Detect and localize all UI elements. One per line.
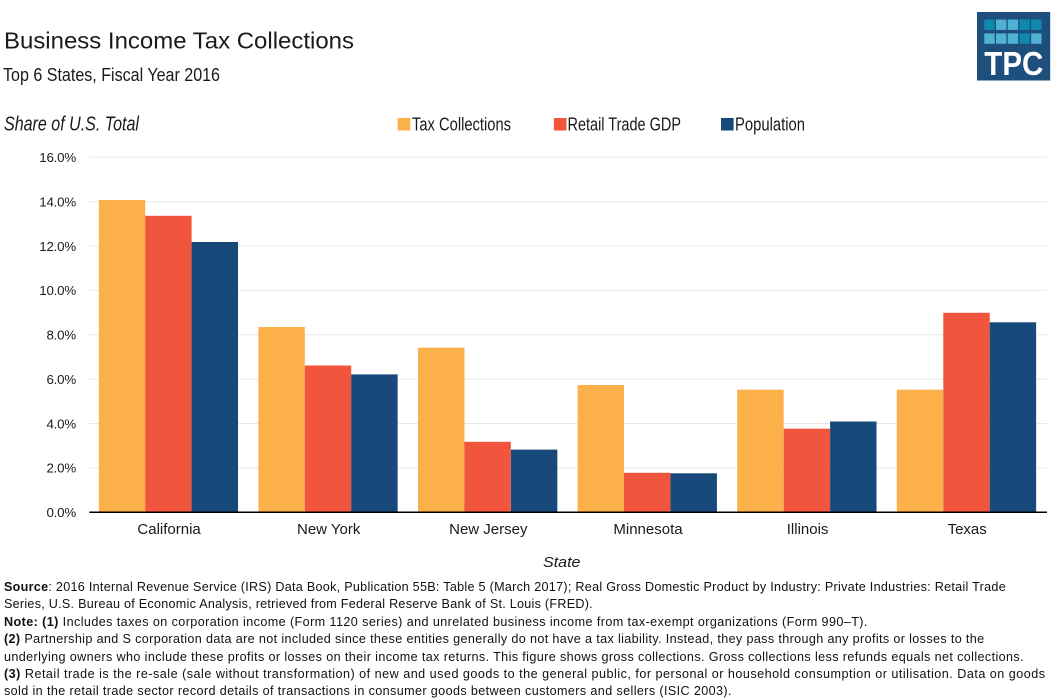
svg-text:Illinois: Illinois: [787, 521, 829, 538]
svg-text:4.0%: 4.0%: [46, 416, 76, 431]
svg-text:12.0%: 12.0%: [39, 239, 76, 254]
svg-text:Tax Collections: Tax Collections: [412, 113, 511, 134]
svg-text:TPC: TPC: [984, 45, 1043, 82]
svg-text:8.0%: 8.0%: [46, 328, 76, 343]
svg-text:New York: New York: [297, 521, 361, 538]
svg-text:6.0%: 6.0%: [46, 372, 76, 387]
svg-text:Texas: Texas: [948, 521, 987, 538]
svg-text:14.0%: 14.0%: [39, 195, 76, 210]
svg-text:16.0%: 16.0%: [39, 150, 76, 165]
svg-text:0.0%: 0.0%: [46, 505, 76, 520]
svg-text:10.0%: 10.0%: [39, 283, 76, 298]
svg-text:Share of U.S. Total: Share of U.S. Total: [4, 113, 139, 135]
svg-text:California: California: [137, 521, 201, 538]
svg-text:New Jersey: New Jersey: [449, 521, 528, 538]
svg-text:Retail Trade GDP: Retail Trade GDP: [568, 113, 682, 134]
svg-text:Population: Population: [735, 113, 805, 134]
svg-text:Business Income Tax Collection: Business Income Tax Collections: [4, 28, 354, 54]
svg-text:State: State: [543, 554, 581, 571]
svg-text:Minnesota: Minnesota: [613, 521, 683, 538]
svg-text:Top 6 States, Fiscal Year 2016: Top 6 States, Fiscal Year 2016: [3, 64, 220, 85]
svg-text:2.0%: 2.0%: [46, 461, 76, 476]
